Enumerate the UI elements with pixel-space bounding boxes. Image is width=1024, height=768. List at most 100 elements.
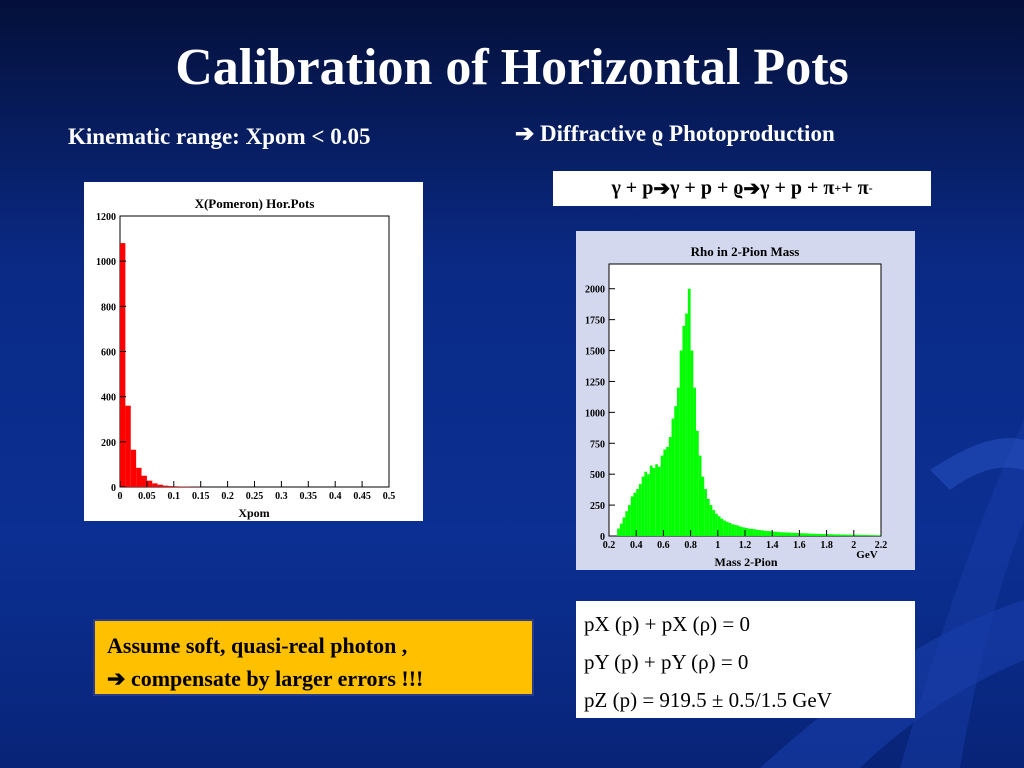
histogram-bar xyxy=(856,534,860,536)
histogram-bar xyxy=(826,534,830,536)
x-tick-label: 0.5 xyxy=(383,491,396,502)
y-tick-label: 2000 xyxy=(585,285,605,296)
y-tick-label: 250 xyxy=(590,501,605,512)
plot-frame xyxy=(119,215,390,488)
histogram-bar xyxy=(772,531,775,536)
histogram-bar xyxy=(173,486,180,487)
histogram-bar xyxy=(834,534,838,536)
histogram-bar xyxy=(698,455,702,536)
histogram-bar xyxy=(861,534,865,536)
diffractive-text: Diffractive ϱ Photoproduction xyxy=(540,121,835,146)
note-line-2: ➔ compensate by larger errors !!! xyxy=(107,662,520,695)
x-tick-label: 0.4 xyxy=(329,491,342,502)
x-axis-unit: GeV xyxy=(856,549,877,561)
histogram-bar xyxy=(791,532,794,536)
x-tick-label: 1 xyxy=(715,540,720,551)
x-tick-label: 0.3 xyxy=(275,491,288,502)
histogram-bar xyxy=(747,528,751,536)
histogram-bar xyxy=(630,496,634,536)
histogram-bar xyxy=(701,476,705,536)
note-line-2-text: compensate by larger errors !!! xyxy=(125,666,424,691)
histogram-bar xyxy=(617,528,620,536)
pi-minus-sup: - xyxy=(868,181,873,195)
y-tick-label: 1750 xyxy=(585,316,605,327)
histogram-bar xyxy=(136,467,142,487)
histogram-bar xyxy=(152,483,158,487)
y-tick-label: 200 xyxy=(101,438,116,449)
y-tick-label: 750 xyxy=(590,439,605,450)
reaction-part-1: γ + p xyxy=(611,177,654,199)
reaction-part-4: + π xyxy=(841,177,869,199)
histogram-bar xyxy=(845,534,849,536)
histogram-bar xyxy=(619,523,623,536)
histogram-bar xyxy=(660,455,664,536)
histogram-bar xyxy=(853,534,857,536)
x-tick-label: 0.8 xyxy=(684,540,697,551)
x-tick-label: 0.2 xyxy=(603,540,616,551)
histogram-bar xyxy=(793,532,797,536)
histogram-bar xyxy=(146,480,153,487)
histogram-bar xyxy=(859,534,862,536)
x-tick-label: 2 xyxy=(851,540,856,551)
histogram-bar xyxy=(685,313,688,536)
x-tick-label: 0.6 xyxy=(657,540,670,551)
right-arrow-icon: ➔ xyxy=(107,666,126,691)
histogram-bar xyxy=(731,524,735,536)
histogram-bar xyxy=(644,471,648,536)
x-tick-label: 1.4 xyxy=(766,540,779,551)
histogram-bar xyxy=(764,530,767,536)
histogram-bar xyxy=(717,516,721,536)
histogram-bar xyxy=(728,523,732,536)
x-tick-label: 0.25 xyxy=(246,491,264,502)
histogram-bar xyxy=(872,535,876,536)
histogram-bar xyxy=(163,485,169,487)
histogram-bar xyxy=(736,525,740,536)
histogram-bar xyxy=(652,468,656,536)
histogram-bar xyxy=(832,534,835,536)
formula-py: pY (p) + pY (ρ) = 0 xyxy=(584,650,749,674)
x-axis-label: Xpom xyxy=(238,506,269,520)
chart-title: X(Pomeron) Hor.Pots xyxy=(195,196,315,211)
histogram-bar xyxy=(750,528,754,536)
histogram-bar xyxy=(810,533,813,536)
histogram-bar xyxy=(141,475,147,487)
histogram-bar xyxy=(696,430,699,536)
histogram-bar xyxy=(829,534,833,536)
formula-pz: pZ (p) = 919.5 ± 0.5/1.5 GeV xyxy=(584,688,832,712)
histogram-bar xyxy=(807,533,811,536)
histogram-bar xyxy=(663,449,667,536)
histogram-bar xyxy=(739,526,743,536)
y-tick-label: 400 xyxy=(101,393,116,404)
histogram-bar xyxy=(157,484,164,487)
right-arrow-icon: ➔ xyxy=(515,121,535,146)
histogram-bar xyxy=(638,484,642,536)
histogram-bar xyxy=(753,529,756,536)
histogram-bar xyxy=(813,533,816,536)
histogram-bar xyxy=(878,535,881,536)
histogram-bar xyxy=(682,325,686,536)
right-arrow-icon: ➔ xyxy=(653,178,671,200)
histogram-bar xyxy=(734,524,737,536)
x-axis-label: Mass 2-Pion xyxy=(715,555,778,569)
assumption-note: Assume soft, quasi-real photon , ➔ compe… xyxy=(93,619,534,696)
histogram-bar xyxy=(125,405,131,487)
x-tick-label: 0.35 xyxy=(300,491,318,502)
histogram-bar xyxy=(766,531,770,536)
histogram-bar xyxy=(842,534,846,536)
histogram-bar xyxy=(655,464,658,536)
histogram-bar xyxy=(761,530,765,536)
histogram-bar xyxy=(837,534,841,536)
y-tick-label: 1200 xyxy=(96,212,116,223)
y-tick-label: 1250 xyxy=(585,377,605,388)
x-tick-label: 1.6 xyxy=(793,540,806,551)
reaction-part-2: γ + p + ϱ xyxy=(670,177,744,199)
histogram-bar xyxy=(674,406,677,536)
y-tick-label: 0 xyxy=(111,483,116,494)
histogram-bar xyxy=(666,446,669,536)
histogram-bar xyxy=(706,498,710,536)
x-tick-label: 0.2 xyxy=(221,491,234,502)
histogram-bar xyxy=(745,527,748,536)
xpom-histogram-panel: X(Pomeron) Hor.Pots 0 200 400 600 800 1000 1200… xyxy=(84,182,423,521)
x-tick-label: 0 xyxy=(118,491,123,502)
histogram-bar xyxy=(725,521,729,536)
